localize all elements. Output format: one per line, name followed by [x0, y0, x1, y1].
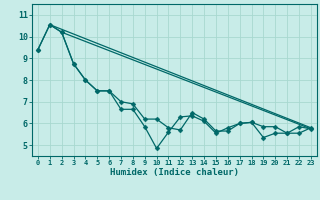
X-axis label: Humidex (Indice chaleur): Humidex (Indice chaleur) [110, 168, 239, 177]
